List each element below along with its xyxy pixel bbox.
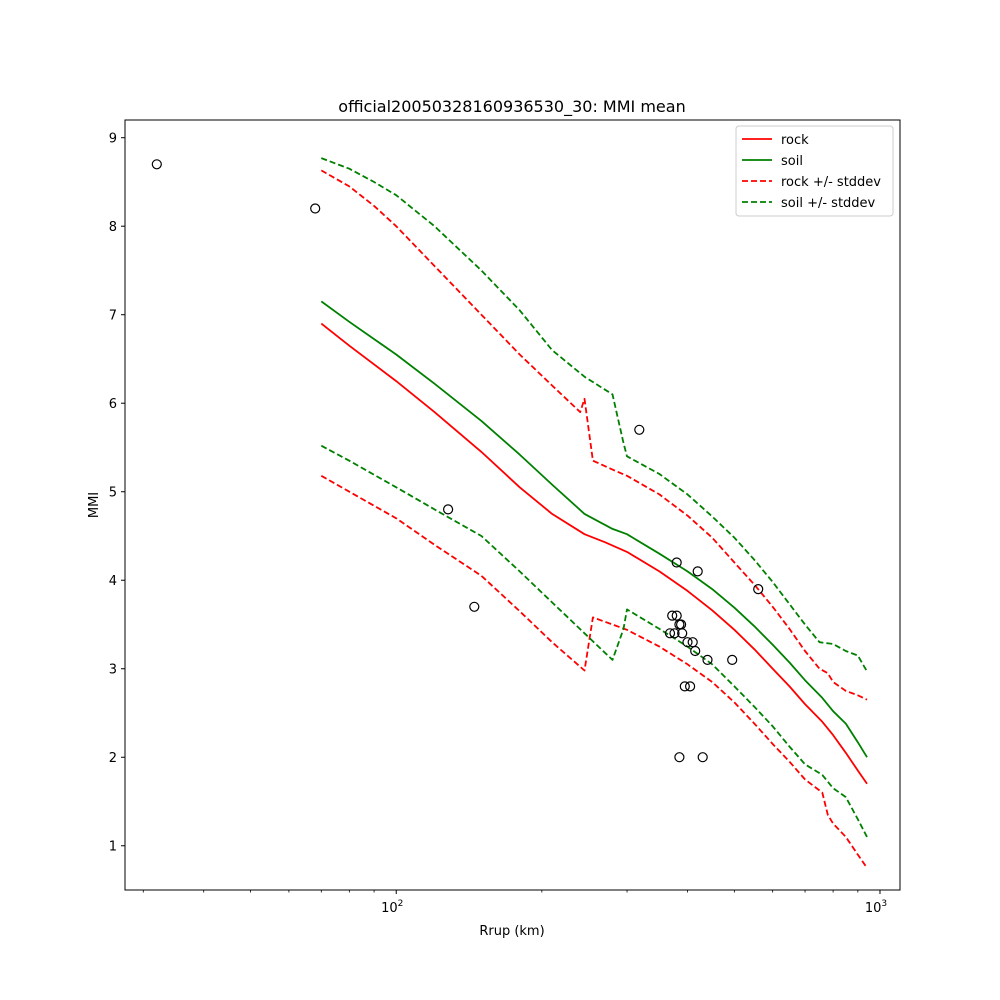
series-line-3 [320, 475, 868, 869]
y-tick-label: 5 [109, 486, 117, 501]
y-tick-label: 9 [109, 132, 117, 147]
observation-point [310, 203, 321, 214]
observation-point [671, 557, 682, 568]
observation-point [674, 752, 685, 763]
y-tick-label: 3 [109, 663, 117, 678]
plot-frame [124, 119, 901, 891]
observation-point [684, 681, 696, 692]
y-tick-label: 1 [109, 840, 117, 855]
series-line-1 [320, 300, 868, 758]
observation-point [677, 628, 688, 639]
x-axis-label: Rrup (km) [479, 924, 544, 939]
series-line-0 [320, 322, 868, 785]
observation-point [702, 654, 713, 666]
observation-point [634, 424, 645, 435]
chart-title: official20050328160936530_30: MMI mean [338, 97, 685, 117]
observation-point [753, 583, 764, 595]
legend: rock soil rock +/- stddev soil +/- stddev [735, 125, 894, 217]
observation-point [679, 681, 690, 692]
observation-point [669, 628, 680, 639]
legend-label: rock +/- stddev [781, 175, 881, 190]
y-axis: 1 2 3 4 5 6 7 8 9 [109, 132, 125, 855]
y-tick-label: 2 [109, 751, 117, 766]
y-tick-label: 6 [109, 397, 117, 412]
observation-point [682, 637, 693, 648]
y-tick-label: 4 [109, 574, 117, 589]
legend-label: rock [781, 133, 809, 148]
observation-point [690, 645, 701, 657]
y-tick-label: 7 [109, 309, 117, 324]
observation-point [671, 610, 682, 621]
x-axis: 102 103 [142, 890, 887, 916]
observation-point [151, 159, 162, 170]
plot-marks [151, 157, 868, 869]
legend-label: soil +/- stddev [781, 196, 876, 211]
series-line-4 [320, 157, 868, 672]
observation-point [667, 610, 678, 621]
legend-box [735, 125, 894, 217]
legend-label: soil [781, 154, 803, 169]
observation-point [469, 601, 480, 612]
observation-point [727, 654, 738, 666]
y-tick-label: 8 [109, 220, 117, 235]
series-line-2 [320, 169, 868, 701]
y-axis-label: MMI [87, 492, 102, 518]
observation-point [664, 628, 676, 639]
observation-point [697, 752, 708, 763]
observation-point [692, 566, 703, 577]
observation-point [443, 504, 454, 515]
